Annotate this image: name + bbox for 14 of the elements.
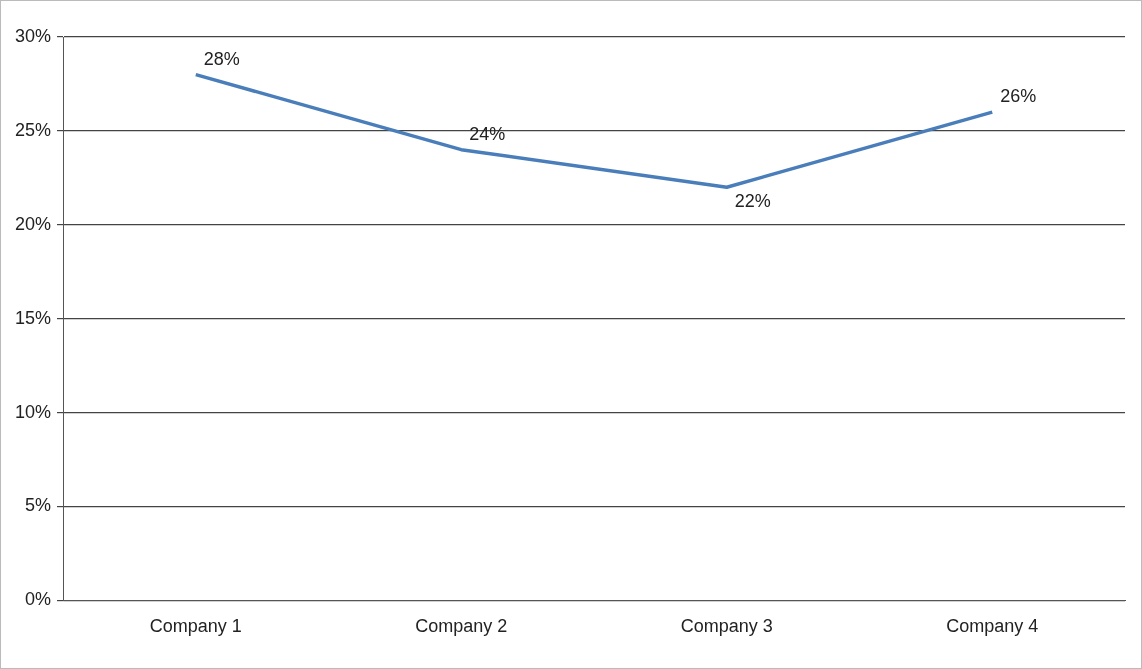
y-tick-label: 0% — [25, 589, 52, 610]
x-tick-label: Company 2 — [415, 616, 508, 637]
y-tick-label: 15% — [15, 307, 52, 328]
x-tick-label: Company 3 — [680, 616, 773, 637]
data-label: 28% — [203, 48, 240, 69]
x-tick-label: Company 1 — [149, 616, 242, 637]
y-tick-label: 5% — [25, 495, 52, 516]
x-tick-label: Company 4 — [946, 616, 1039, 637]
y-tick-label: 30% — [15, 25, 52, 46]
y-tick-label: 10% — [15, 401, 52, 422]
y-tick-label: 25% — [15, 119, 52, 140]
data-label: 26% — [1000, 86, 1037, 107]
data-label: 22% — [734, 191, 771, 212]
y-tick-label: 20% — [15, 213, 52, 234]
